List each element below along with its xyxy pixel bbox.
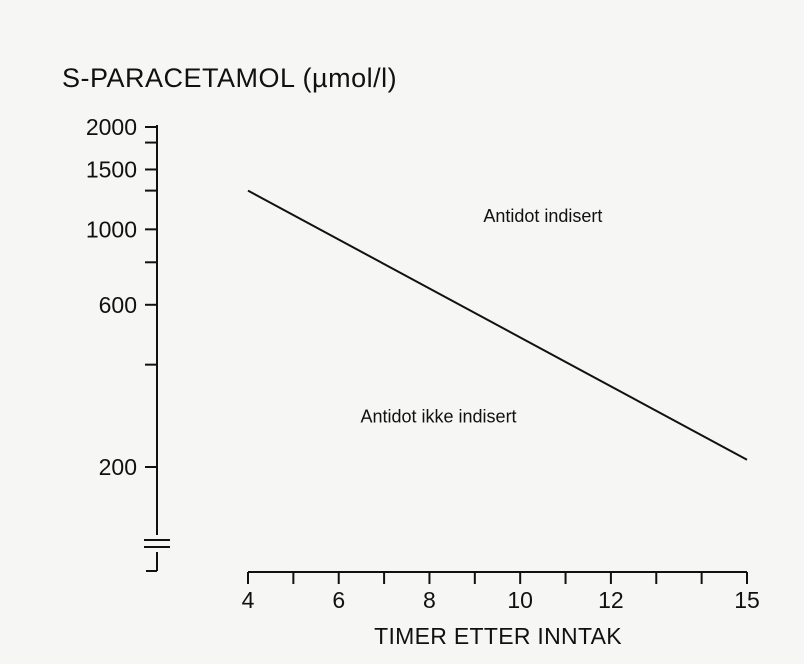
y-tick-label: 2000 <box>86 114 137 140</box>
x-tick-label: 15 <box>734 587 760 613</box>
x-tick-label: 10 <box>507 587 533 613</box>
x-tick-label: 8 <box>423 587 436 613</box>
y-tick-label: 600 <box>99 292 137 318</box>
x-axis: 4 6 8 10 12 15 <box>242 571 760 613</box>
y-tick-label: 200 <box>99 454 137 480</box>
y-tick-label: 1500 <box>86 156 137 182</box>
chart-title: S-PARACETAMOL (µmol/l) <box>62 63 397 93</box>
chart-annotation: Antidot ikke indisert <box>360 407 516 427</box>
x-tick-label: 6 <box>332 587 345 613</box>
plot-area: Antidot indisert Antidot ikke indisert <box>247 189 748 461</box>
y-tick-label: 1000 <box>86 216 137 242</box>
chart-annotation: Antidot indisert <box>483 206 602 226</box>
x-tick-label: 4 <box>242 587 255 613</box>
treatment-line <box>247 189 748 461</box>
y-axis: 2000 1500 1000 600 200 <box>86 114 170 572</box>
x-axis-label: TIMER ETTER INNTAK <box>374 623 622 649</box>
x-tick-label: 12 <box>598 587 624 613</box>
